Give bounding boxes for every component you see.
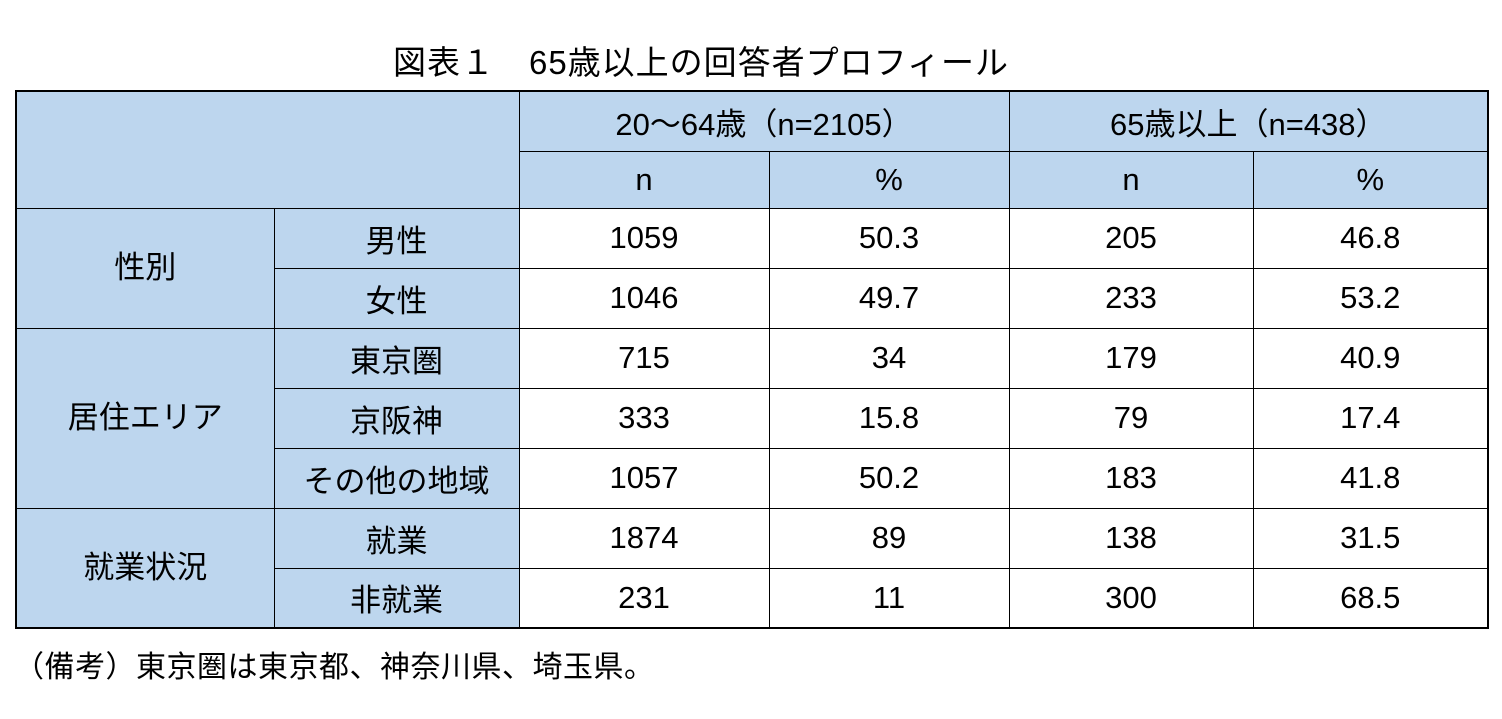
table-row-tokyo-area: 居住エリア 東京圏 715 34 179 40.9 [15, 327, 1489, 509]
row-label: 東京圏 [273, 327, 520, 389]
value-cell: 231 [518, 567, 770, 629]
row-group-gender: 性別 [15, 207, 275, 329]
value-cell: 138 [1008, 507, 1254, 569]
value-cell: 79 [1008, 387, 1254, 449]
value-cell: 205 [1008, 207, 1254, 269]
value-cell: 34 [768, 327, 1010, 389]
value-cell: 179 [1008, 327, 1254, 389]
group-header-row: 20～64歳（n=2105） 65歳以上（n=438） [15, 90, 1489, 209]
value-cell: 1057 [518, 447, 770, 509]
col-group-65-plus: 65歳以上（n=438） [1008, 90, 1489, 152]
value-cell: 50.3 [768, 207, 1010, 269]
row-label: 女性 [273, 267, 520, 329]
value-cell: 40.9 [1252, 327, 1489, 389]
row-group-label: 就業状況 [83, 549, 208, 585]
value-cell: 233 [1008, 267, 1254, 329]
row-label: 就業 [273, 507, 520, 569]
figure-title: 図表１ 65歳以上の回答者プロフィール [392, 44, 1010, 81]
value-cell: 41.8 [1252, 447, 1489, 509]
value-cell: 300 [1008, 567, 1254, 629]
sub-header-row: n % n % [16, 150, 1489, 209]
value-cell: 183 [1008, 447, 1254, 509]
table-row-female: 女性 1046 49.7 233 53.2 [16, 267, 1489, 329]
value-cell: 17.4 [1252, 387, 1489, 449]
value-cell: 715 [518, 327, 770, 389]
table-row-keihanshin: 京阪神 333 15.8 79 17.4 [16, 387, 1489, 449]
row-group-residence: 居住エリア [15, 327, 275, 509]
value-cell: 49.7 [768, 267, 1010, 329]
subheader-n-65-plus: n [1008, 150, 1254, 209]
subheader-n-20-64: n [518, 150, 770, 209]
row-label: 非就業 [273, 567, 520, 629]
row-group-label: 居住エリア [67, 400, 223, 435]
row-group-label: 性別 [114, 250, 177, 285]
value-cell: 1059 [518, 207, 770, 269]
value-cell: 15.8 [768, 387, 1010, 449]
subheader-pct-20-64: % [768, 150, 1010, 209]
corner-blank-cell [15, 90, 520, 209]
value-cell: 50.2 [768, 447, 1010, 509]
value-cell: 46.8 [1252, 207, 1489, 269]
value-cell: 31.5 [1252, 507, 1489, 569]
value-cell: 11 [768, 567, 1010, 629]
table-row-not-employed: 非就業 231 11 300 68.5 [16, 567, 1489, 629]
row-label: 男性 [273, 207, 520, 269]
col-group-20-64: 20～64歳（n=2105） [518, 90, 1010, 152]
value-cell: 68.5 [1252, 567, 1489, 629]
value-cell: 89 [768, 507, 1010, 569]
table-row-other-areas: その他の地域 1057 50.2 183 41.8 [16, 447, 1489, 509]
value-cell: 53.2 [1252, 267, 1489, 329]
row-label: その他の地域 [273, 447, 520, 509]
value-cell: 333 [518, 387, 770, 449]
value-cell: 1046 [518, 267, 770, 329]
respondent-profile-table: 20～64歳（n=2105） 65歳以上（n=438） n % n % 性別 男… [15, 90, 1489, 629]
remark-note: （備考）東京圏は東京都、神奈川県、埼玉県。 [14, 651, 655, 684]
row-group-employment: 就業状況 [15, 507, 275, 629]
row-label: 京阪神 [273, 387, 520, 449]
subheader-pct-65-plus: % [1252, 150, 1489, 209]
table-row-employed: 就業状況 就業 1874 89 138 31.5 [15, 507, 1489, 629]
value-cell: 1874 [518, 507, 770, 569]
table-row-male: 性別 男性 1059 50.3 205 46.8 [15, 207, 1489, 329]
